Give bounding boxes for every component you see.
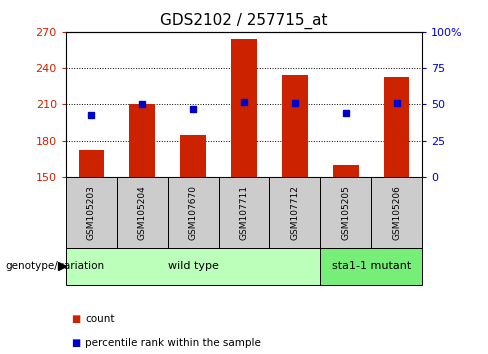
Bar bbox=[66, 248, 320, 285]
Bar bbox=[282, 75, 307, 177]
Bar bbox=[79, 150, 104, 177]
Text: GSM105203: GSM105203 bbox=[87, 185, 96, 240]
Text: GSM107711: GSM107711 bbox=[240, 185, 248, 240]
Text: GSM105204: GSM105204 bbox=[138, 185, 147, 240]
Bar bbox=[181, 135, 206, 177]
Text: genotype/variation: genotype/variation bbox=[5, 261, 104, 272]
Bar bbox=[219, 177, 269, 248]
Text: percentile rank within the sample: percentile rank within the sample bbox=[85, 338, 261, 348]
Text: GSM107712: GSM107712 bbox=[290, 185, 300, 240]
Title: GDS2102 / 257715_at: GDS2102 / 257715_at bbox=[160, 13, 328, 29]
Text: sta1-1 mutant: sta1-1 mutant bbox=[332, 261, 411, 272]
Bar bbox=[168, 177, 219, 248]
Text: count: count bbox=[85, 314, 115, 324]
Bar bbox=[66, 177, 117, 248]
Bar bbox=[333, 165, 359, 177]
Bar bbox=[320, 177, 371, 248]
Text: ■: ■ bbox=[71, 314, 80, 324]
Text: GSM107670: GSM107670 bbox=[188, 185, 198, 240]
Text: GSM105205: GSM105205 bbox=[341, 185, 350, 240]
Bar bbox=[384, 76, 409, 177]
Bar bbox=[129, 104, 155, 177]
Bar bbox=[231, 39, 257, 177]
Bar bbox=[320, 248, 422, 285]
Bar bbox=[269, 177, 320, 248]
Text: GSM105206: GSM105206 bbox=[392, 185, 401, 240]
Bar bbox=[117, 177, 168, 248]
Text: wild type: wild type bbox=[168, 261, 219, 272]
Bar bbox=[371, 177, 422, 248]
Text: ■: ■ bbox=[71, 338, 80, 348]
